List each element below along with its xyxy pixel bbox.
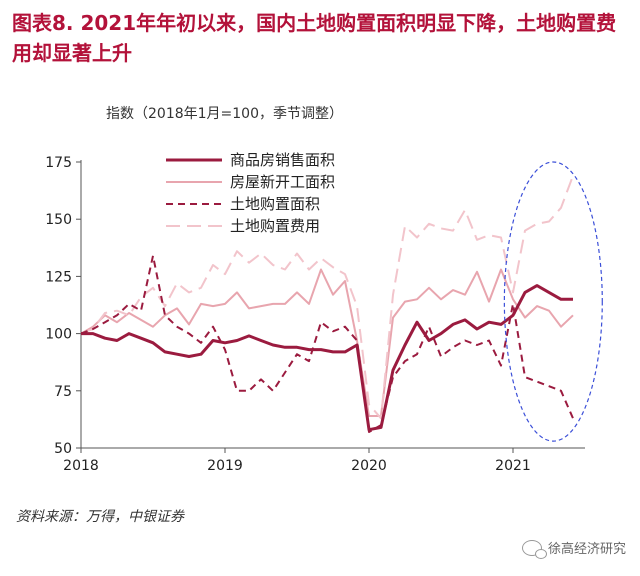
- y-tick-label: 100: [45, 327, 72, 343]
- wechat-icon: [521, 539, 547, 559]
- y-tick-label: 125: [45, 269, 72, 285]
- y-tick-label: 150: [45, 212, 72, 228]
- highlight-ellipse: [503, 161, 603, 442]
- x-tick-label: 2021: [495, 458, 531, 474]
- x-tick-label: 2019: [207, 458, 243, 474]
- line-chart: 指数（2018年1月=100，季节调整） 50 75 100 125 150 175 201…: [45, 106, 603, 474]
- series-lines: [80, 175, 574, 433]
- series-line: [81, 284, 573, 432]
- watermark: 徐高经济研究: [521, 538, 626, 559]
- x-tick-label: 2018: [63, 458, 99, 474]
- series-line: [80, 175, 574, 420]
- y-tick-label: 175: [45, 155, 72, 171]
- series-line: [80, 254, 574, 433]
- x-tick-label: 2020: [351, 458, 387, 474]
- series-line: [80, 268, 574, 417]
- axes: 50 75 100 125 150 175 2018 2019 2020 2021: [45, 155, 585, 474]
- highlight-ellipse-shape: [503, 161, 603, 442]
- legend-label: 土地购置面积: [230, 195, 320, 213]
- legend-label: 房屋新开工面积: [230, 173, 335, 191]
- y-axis-label: 指数（2018年1月=100，季节调整）: [106, 106, 343, 122]
- y-tick-label: 75: [54, 384, 72, 400]
- watermark-text: 徐高经济研究: [547, 542, 626, 557]
- y-tick-label: 50: [54, 441, 72, 457]
- legend-label: 商品房销售面积: [230, 151, 335, 169]
- figure-title: 图表8. 2021年年初以来，国内土地购置面积明显下降，土地购置费用却显著上升: [12, 11, 617, 65]
- source-note: 资料来源：万得，中银证券: [16, 509, 184, 525]
- legend-label: 土地购置费用: [230, 217, 320, 235]
